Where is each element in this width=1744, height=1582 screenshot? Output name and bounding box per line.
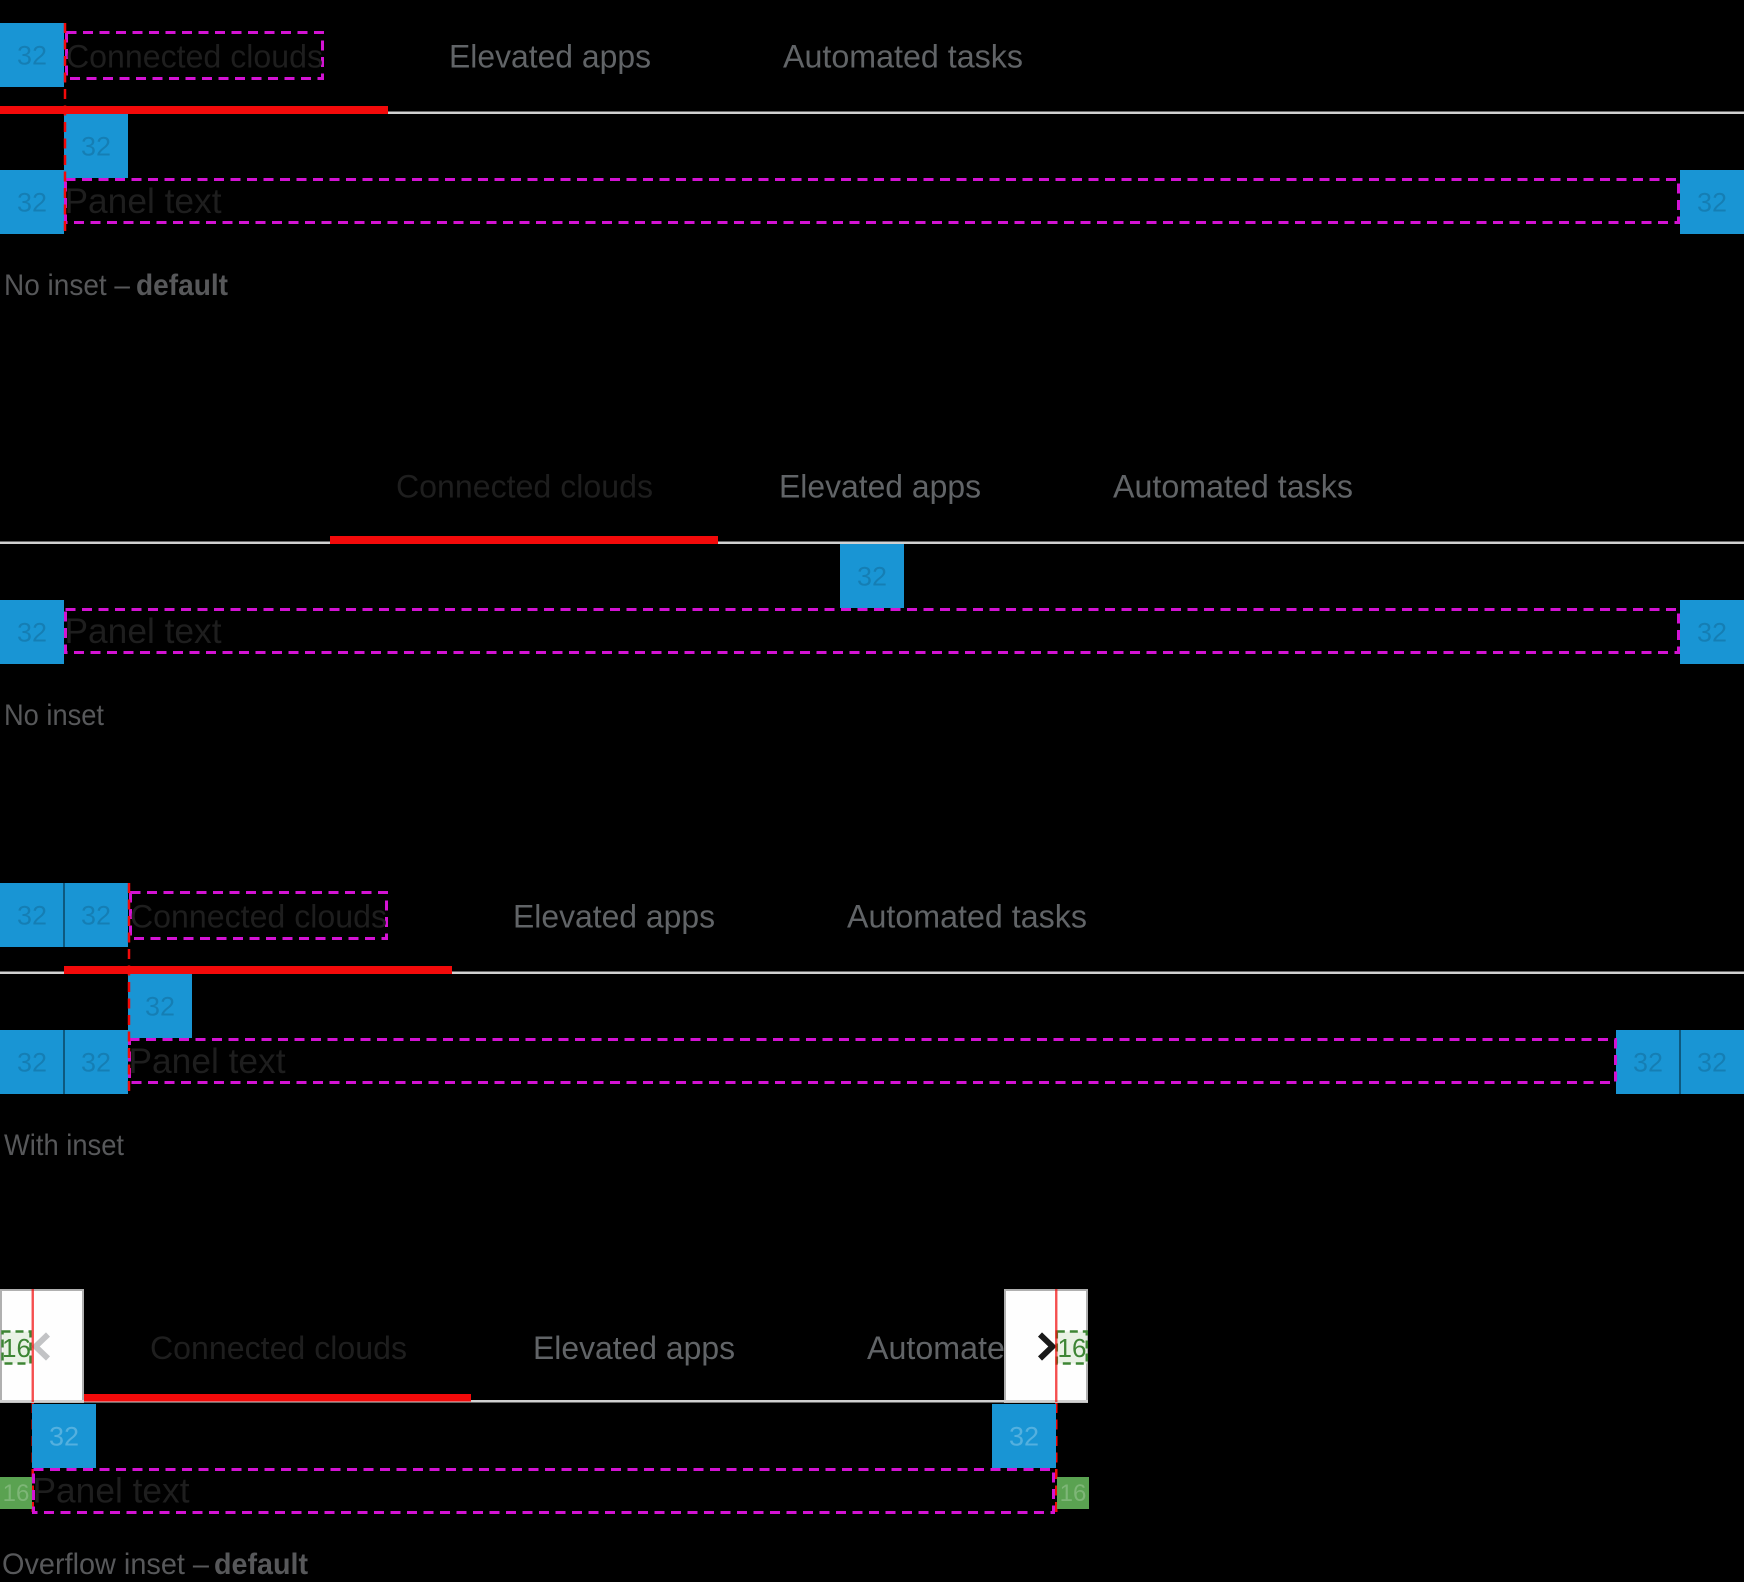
svg-text:32: 32 [145, 992, 175, 1022]
svg-text:Elevated apps: Elevated apps [533, 1330, 735, 1366]
svg-text:default: default [136, 269, 228, 302]
svg-text:Elevated apps: Elevated apps [449, 39, 651, 75]
svg-text:32: 32 [1633, 1048, 1663, 1078]
svg-text:32: 32 [1697, 1048, 1727, 1078]
svg-text:Panel text: Panel text [33, 1472, 190, 1511]
svg-text:No inset: No inset [4, 699, 105, 732]
svg-text:32: 32 [1697, 618, 1727, 648]
svg-text:No inset –: No inset – [4, 269, 130, 302]
svg-text:Elevated apps: Elevated apps [513, 899, 715, 935]
svg-text:Panel text: Panel text [129, 1042, 286, 1081]
svg-text:Elevated apps: Elevated apps [779, 469, 981, 505]
svg-text:32: 32 [1009, 1422, 1039, 1452]
svg-text:16: 16 [2, 1333, 31, 1363]
svg-text:16: 16 [1058, 1333, 1087, 1363]
svg-text:With inset: With inset [4, 1129, 125, 1162]
svg-text:32: 32 [17, 41, 47, 71]
svg-text:32: 32 [49, 1422, 79, 1452]
svg-text:32: 32 [17, 1048, 47, 1078]
svg-text:Overflow inset –: Overflow inset – [2, 1548, 209, 1581]
svg-text:Panel text: Panel text [65, 182, 222, 221]
svg-text:32: 32 [17, 188, 47, 218]
svg-text:Connected clouds: Connected clouds [150, 1330, 407, 1366]
svg-text:32: 32 [17, 618, 47, 648]
svg-text:Automated tasks: Automated tasks [847, 899, 1087, 935]
svg-text:default: default [214, 1548, 308, 1581]
svg-text:Connected clouds: Connected clouds [130, 899, 387, 935]
svg-text:32: 32 [81, 901, 111, 931]
svg-text:Connected clouds: Connected clouds [66, 39, 323, 75]
svg-text:16: 16 [3, 1480, 30, 1507]
svg-text:Automated tasks: Automated tasks [867, 1330, 1107, 1366]
svg-text:16: 16 [1060, 1480, 1087, 1507]
svg-text:32: 32 [81, 1048, 111, 1078]
svg-text:Connected clouds: Connected clouds [396, 469, 653, 505]
svg-text:32: 32 [81, 132, 111, 162]
svg-text:32: 32 [17, 901, 47, 931]
svg-text:32: 32 [1697, 188, 1727, 218]
svg-text:32: 32 [857, 562, 887, 592]
svg-text:Automated tasks: Automated tasks [783, 39, 1023, 75]
svg-text:Automated tasks: Automated tasks [1113, 469, 1353, 505]
svg-text:Panel text: Panel text [65, 612, 222, 651]
